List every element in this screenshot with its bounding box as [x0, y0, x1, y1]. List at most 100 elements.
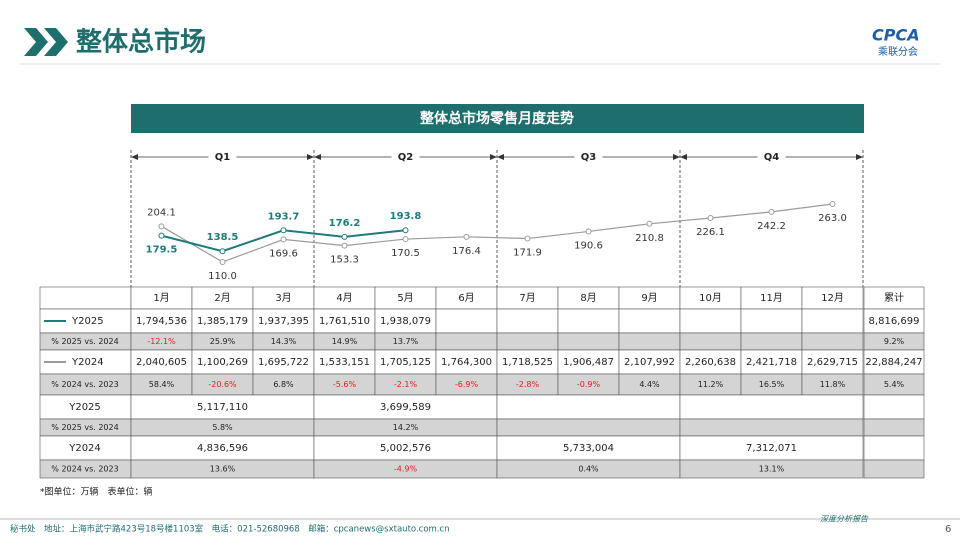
arrow-head	[307, 154, 314, 160]
data-label: 190.6	[574, 240, 603, 251]
table-cell	[130, 435, 315, 461]
column-header: 1月	[153, 292, 169, 304]
table-cell	[679, 418, 864, 437]
table-value: 1,937,395	[258, 316, 309, 327]
data-label: 153.3	[330, 255, 359, 266]
table-cell	[863, 349, 925, 375]
table-cell	[435, 349, 498, 375]
point	[280, 236, 287, 243]
table-value: 2,107,992	[624, 357, 675, 368]
arrow-head	[131, 154, 138, 160]
table-value: 13.7%	[393, 337, 419, 346]
table-value: 1,761,510	[319, 316, 370, 327]
point	[158, 223, 165, 230]
table-value: 3,699,589	[380, 402, 431, 413]
point	[158, 232, 165, 239]
column-header: 2月	[214, 292, 230, 304]
table-value: -0.9%	[577, 380, 601, 389]
table-value: 5,117,110	[197, 402, 248, 413]
table-value: 4.4%	[639, 380, 660, 389]
data-label: 263.0	[818, 213, 847, 224]
data-label: 110.0	[208, 271, 237, 282]
column-header: 4月	[336, 292, 352, 304]
table-value: 5.8%	[212, 423, 233, 432]
point	[646, 220, 653, 227]
data-label: 204.1	[147, 207, 176, 218]
data-label: 226.1	[696, 227, 725, 238]
column-header: 6月	[458, 292, 474, 304]
table-cell	[679, 394, 864, 420]
page-title: 整体总市场	[76, 27, 206, 58]
table-value: 1,705,125	[380, 357, 431, 368]
table-cell	[313, 349, 376, 375]
table-value: 4,836,596	[197, 443, 248, 454]
data-label: 138.5	[207, 232, 239, 243]
page-number: 6	[945, 524, 951, 535]
column-header: 3月	[275, 292, 291, 304]
data-label: 170.5	[391, 248, 420, 259]
chevron	[44, 28, 68, 56]
row-label: % 2025 vs. 2024	[51, 423, 118, 432]
table-value: 11.2%	[698, 380, 724, 389]
point	[341, 242, 348, 249]
series-line	[161, 203, 833, 263]
table-cell	[557, 332, 620, 351]
legend-label: Y2025	[71, 316, 104, 327]
table-value: 16.5%	[759, 380, 785, 389]
data-label: 171.9	[513, 248, 542, 259]
data-label: 193.7	[268, 211, 300, 222]
table-value: 14.3%	[271, 337, 297, 346]
table-value: 5,002,576	[380, 443, 431, 454]
table-cell	[618, 332, 681, 351]
table-cell	[618, 308, 681, 334]
table-value: 2,040,605	[136, 357, 187, 368]
table-value: 14.9%	[332, 337, 358, 346]
point	[463, 233, 470, 240]
table-value: 11.8%	[820, 380, 846, 389]
footer-address: 秘书处 地址：上海市武宁路423号18号楼1103室 电话：021-526809…	[10, 524, 450, 535]
point	[402, 227, 409, 234]
table-value: 25.9%	[210, 337, 236, 346]
table-cell	[679, 308, 742, 334]
table-cell	[191, 349, 254, 375]
column-header: 12月	[821, 292, 844, 304]
legend-label: Y2024	[71, 357, 104, 368]
point	[280, 227, 287, 234]
table-cell	[801, 308, 864, 334]
logo-sub: 乘联分会	[878, 45, 918, 58]
point	[707, 214, 714, 221]
table-value: -2.8%	[516, 380, 540, 389]
point	[768, 208, 775, 215]
row-label: Y2024	[68, 443, 101, 454]
table-cell	[618, 349, 681, 375]
row-label: Y2025	[68, 402, 101, 413]
table-value: -12.1%	[147, 337, 176, 346]
point	[219, 259, 226, 265]
table-cell	[191, 308, 254, 334]
table-cell	[313, 435, 498, 461]
table-cell	[39, 286, 132, 310]
arrow-head	[856, 154, 863, 160]
table-value: 7,312,071	[746, 443, 797, 454]
table-cell	[863, 459, 925, 479]
arrow-head	[314, 154, 321, 160]
chart-title: 整体总市场零售月度走势	[419, 110, 574, 127]
column-header: 10月	[699, 292, 722, 304]
table-cell	[801, 349, 864, 375]
table-value: 1,695,722	[258, 357, 309, 368]
table-value: -4.9%	[394, 465, 418, 474]
column-header: 7月	[519, 292, 535, 304]
row-label: % 2024 vs. 2023	[51, 380, 118, 389]
point	[829, 201, 836, 207]
table-value: 1,718,525	[502, 357, 553, 368]
table-value: 1,100,269	[197, 357, 248, 368]
table-cell	[496, 394, 681, 420]
quarter-label: Q2	[398, 152, 414, 163]
table-value: 1,794,536	[136, 316, 187, 327]
table-value: 6.8%	[273, 380, 294, 389]
table-cell	[801, 332, 864, 351]
table-value: 1,938,079	[380, 316, 431, 327]
table-cell	[679, 332, 742, 351]
logo: CPCA	[872, 26, 920, 45]
table-value: 13.1%	[759, 465, 785, 474]
